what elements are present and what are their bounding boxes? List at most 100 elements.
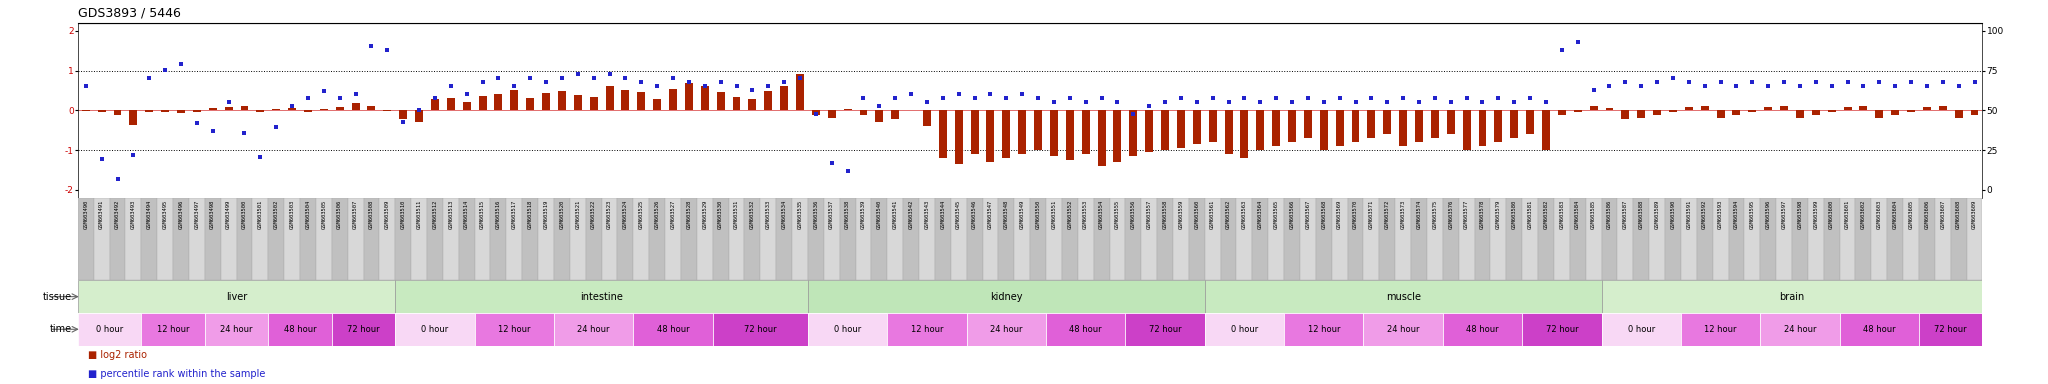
Point (1069, 99, 1102, 105)
Text: GSM603586: GSM603586 (1608, 200, 1612, 230)
Bar (332, 198, 348, 280)
Point (1737, 79, 1769, 85)
Bar (285, 198, 299, 280)
Bar (1251, 198, 1268, 280)
Point (1688, 83, 1720, 89)
Point (784, 75, 817, 81)
Bar (1284, 313, 1364, 346)
Bar (1305, 111, 1313, 138)
Point (1323, 94, 1356, 101)
Text: 48 hour: 48 hour (657, 325, 690, 334)
Point (1483, 94, 1516, 101)
Text: GSM603544: GSM603544 (940, 200, 946, 230)
Point (434, 83, 467, 89)
Text: GSM603581: GSM603581 (1528, 200, 1532, 230)
Text: liver: liver (225, 291, 248, 302)
Bar (1081, 111, 1090, 154)
Point (911, 99, 944, 105)
Bar (920, 198, 934, 280)
Point (1958, 79, 1991, 85)
Bar (1462, 111, 1470, 150)
Text: GSM603538: GSM603538 (846, 200, 850, 230)
Bar (1602, 280, 1982, 313)
Point (895, 91, 928, 97)
Bar (319, 109, 328, 111)
Point (1546, 47, 1579, 53)
Bar (1157, 198, 1174, 280)
Bar (1237, 198, 1251, 280)
Bar (1505, 198, 1522, 280)
Text: GSM603565: GSM603565 (1274, 200, 1278, 230)
Text: GSM603557: GSM603557 (1147, 200, 1151, 230)
Bar (1315, 198, 1331, 280)
Bar (1569, 198, 1585, 280)
Point (1149, 99, 1182, 105)
Bar (543, 93, 551, 111)
Text: GSM603505: GSM603505 (322, 200, 326, 230)
Bar (510, 90, 518, 111)
Bar (1188, 198, 1204, 280)
Bar (997, 198, 1014, 280)
Point (1165, 94, 1198, 101)
Text: GSM603584: GSM603584 (1575, 200, 1581, 230)
Point (387, 118, 420, 124)
Text: 0 hour: 0 hour (834, 325, 862, 334)
Bar (1700, 106, 1708, 111)
Bar (442, 198, 459, 280)
Bar (870, 198, 887, 280)
Text: GSM603583: GSM603583 (1559, 200, 1565, 230)
Bar (1812, 111, 1821, 115)
Point (1640, 79, 1673, 85)
Bar (475, 198, 492, 280)
Bar (1759, 313, 1839, 346)
Bar (1491, 198, 1505, 280)
Text: GSM603570: GSM603570 (1354, 200, 1358, 230)
Text: GSM603595: GSM603595 (1749, 200, 1755, 230)
Bar (887, 198, 903, 280)
Bar (1065, 111, 1073, 160)
Bar (1585, 198, 1602, 280)
Bar (539, 198, 553, 280)
Point (1276, 99, 1309, 105)
Bar (1796, 111, 1804, 118)
Text: GSM603535: GSM603535 (797, 200, 803, 230)
Bar (1268, 198, 1284, 280)
Bar (1686, 107, 1694, 111)
Bar (1368, 111, 1376, 138)
Bar (680, 198, 696, 280)
Point (1847, 83, 1880, 89)
Bar (1559, 111, 1567, 115)
Bar (1681, 313, 1759, 346)
Text: GSM603529: GSM603529 (702, 200, 707, 230)
Text: GSM603524: GSM603524 (623, 200, 629, 230)
Bar (637, 92, 645, 111)
Text: GSM603519: GSM603519 (543, 200, 549, 230)
Bar (1763, 107, 1772, 111)
Text: GSM603508: GSM603508 (369, 200, 375, 230)
Point (291, 94, 324, 101)
Text: 0 hour: 0 hour (1231, 325, 1257, 334)
Text: GSM603568: GSM603568 (1321, 200, 1327, 230)
Bar (205, 198, 221, 280)
Text: GSM603580: GSM603580 (1511, 200, 1518, 230)
Bar (1759, 198, 1776, 280)
Point (926, 94, 958, 101)
Point (862, 103, 895, 109)
Bar (1014, 198, 1030, 280)
Bar (1475, 198, 1491, 280)
Bar (780, 86, 788, 111)
Bar (1712, 198, 1729, 280)
Bar (395, 198, 412, 280)
Point (1561, 39, 1593, 45)
Bar (1126, 198, 1141, 280)
Text: GSM603577: GSM603577 (1464, 200, 1468, 230)
Text: GSM603591: GSM603591 (1686, 200, 1692, 230)
Text: GSM603574: GSM603574 (1417, 200, 1421, 230)
Point (418, 94, 451, 101)
Text: GSM603507: GSM603507 (352, 200, 358, 230)
Bar (950, 198, 967, 280)
Text: 48 hour: 48 hour (1864, 325, 1896, 334)
Bar (553, 198, 569, 280)
Bar (983, 198, 997, 280)
Text: GSM603582: GSM603582 (1544, 200, 1548, 230)
